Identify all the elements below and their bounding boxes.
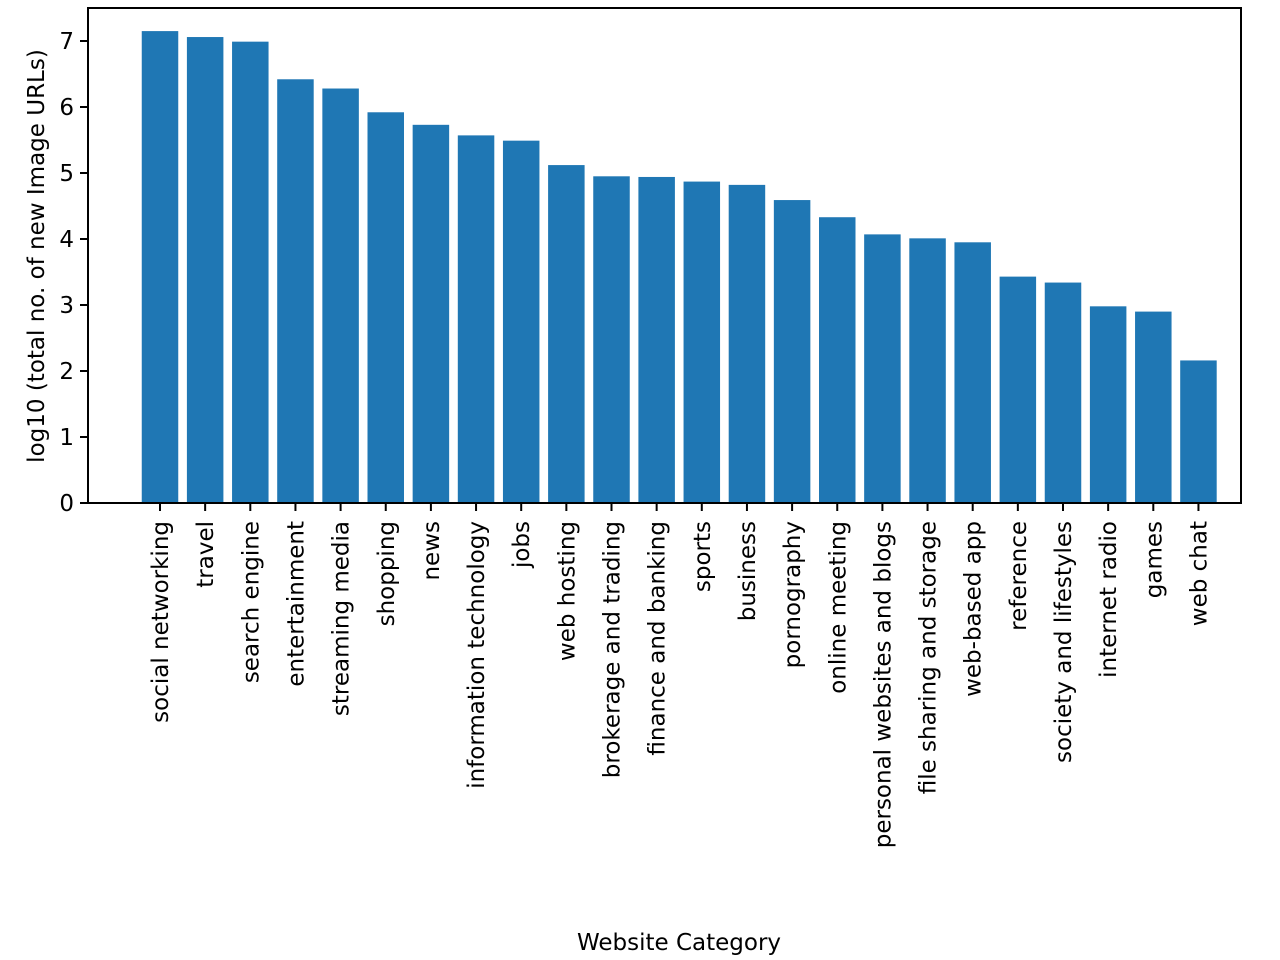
bar-brokerage-and-trading xyxy=(593,176,630,504)
bar-web-hosting xyxy=(548,165,585,503)
x-axis: social networking travel search engine ente… xyxy=(148,503,1212,848)
y-tick-label: 6 xyxy=(59,95,74,121)
x-tick-label: search engine xyxy=(238,521,264,683)
bar-search-engine xyxy=(232,41,269,503)
y-tick-label: 2 xyxy=(59,359,74,385)
bar-web-based-app xyxy=(954,242,991,504)
bar-shopping xyxy=(367,112,404,503)
x-tick-label: streaming media xyxy=(329,521,355,716)
bar-web-chat xyxy=(1180,360,1217,503)
bar-internet-radio xyxy=(1089,306,1127,503)
y-tick-label: 0 xyxy=(59,491,74,517)
plot-frame xyxy=(87,7,1242,504)
x-tick-label: web hosting xyxy=(554,521,580,661)
bar-social-networking xyxy=(141,31,179,503)
x-tick-label: internet radio xyxy=(1096,521,1122,678)
y-tick-label: 1 xyxy=(59,425,74,451)
y-tick-label: 3 xyxy=(59,293,74,319)
x-tick-label: brokerage and trading xyxy=(600,521,626,778)
x-tick-label: social networking xyxy=(148,521,174,723)
x-tick-label: society and lifestyles xyxy=(1051,521,1077,763)
bar-sports xyxy=(683,181,721,503)
x-tick-label: travel xyxy=(193,521,219,588)
y-tick-label: 5 xyxy=(59,161,74,187)
bar-reference xyxy=(999,276,1037,503)
bar-entertainment xyxy=(277,79,314,503)
x-tick-label: pornography xyxy=(780,521,806,668)
x-tick-label: news xyxy=(419,521,445,581)
bar-news xyxy=(412,124,450,503)
bar-file-sharing-and-storage xyxy=(909,238,946,503)
bar-streaming-media xyxy=(322,88,359,504)
bar-jobs xyxy=(502,140,540,503)
x-tick-label: online meeting xyxy=(825,521,851,694)
bar-business xyxy=(728,184,766,503)
y-axis: 0 1 2 3 4 5 6 7 xyxy=(59,29,88,517)
x-tick-label: business xyxy=(735,521,761,621)
bar-society-and-lifestyles xyxy=(1044,282,1082,503)
bar-online-meeting xyxy=(819,217,856,503)
x-axis-label: Website Category xyxy=(577,930,781,956)
x-tick-label: information technology xyxy=(464,521,490,789)
bar-pornography xyxy=(773,200,811,503)
bar-personal-websites-and-blogs xyxy=(864,234,901,503)
bars-group xyxy=(141,31,1217,504)
x-tick-label: web-based app xyxy=(961,521,987,697)
y-axis-label: log10 (total no. of new Image URLs) xyxy=(24,49,50,463)
x-tick-label: jobs xyxy=(509,521,535,569)
y-tick-label: 4 xyxy=(59,227,74,253)
bar-games xyxy=(1135,311,1172,503)
x-tick-label: shopping xyxy=(374,521,400,626)
x-tick-label: sports xyxy=(690,521,716,592)
x-tick-label: web chat xyxy=(1186,521,1212,626)
x-tick-label: file sharing and storage xyxy=(916,521,942,794)
bar-information-technology xyxy=(457,135,495,503)
x-tick-label: reference xyxy=(1006,521,1032,631)
y-tick-label: 7 xyxy=(59,29,74,55)
bar-finance-and-banking xyxy=(638,176,675,503)
x-tick-label: games xyxy=(1141,521,1167,598)
bar-travel xyxy=(186,37,224,503)
x-tick-label: finance and banking xyxy=(645,521,671,756)
x-tick-label: personal websites and blogs xyxy=(870,521,896,848)
x-tick-label: entertainment xyxy=(283,521,309,687)
